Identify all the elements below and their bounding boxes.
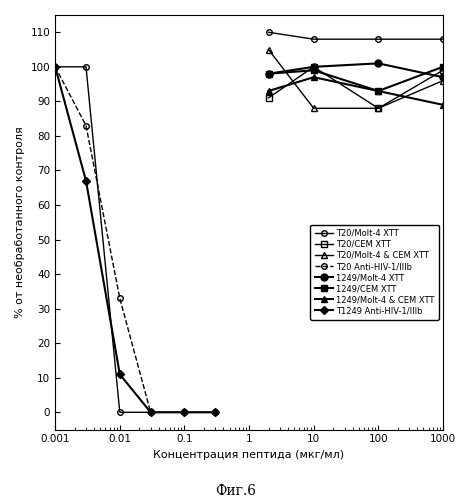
T1249 Anti-HIV-1/IIIb — [52, 64, 58, 70]
T20/Molt-4 XTT — [117, 410, 122, 416]
T20/Molt-4 & CEM XTT — [375, 106, 381, 112]
T20/CEM XTT — [266, 95, 271, 101]
T20/Molt-4 & CEM XTT — [266, 46, 271, 52]
Line: T20 Anti-HIV-1/IIIb: T20 Anti-HIV-1/IIIb — [52, 64, 218, 415]
T20 Anti-HIV-1/IIIb — [83, 122, 89, 128]
T20/CEM XTT — [375, 106, 381, 112]
T20 Anti-HIV-1/IIIb — [117, 296, 122, 302]
1249/Molt-4 & CEM XTT — [266, 88, 271, 94]
T1249 Anti-HIV-1/IIIb — [212, 410, 218, 416]
Line: T1249 Anti-HIV-1/IIIb: T1249 Anti-HIV-1/IIIb — [52, 64, 218, 415]
1249/Molt-4 XTT — [266, 70, 271, 76]
1249/CEM XTT — [440, 64, 446, 70]
Line: 1249/Molt-4 XTT: 1249/Molt-4 XTT — [265, 60, 447, 80]
T20/Molt-4 XTT — [375, 36, 381, 42]
T20/Molt-4 XTT — [212, 410, 218, 416]
Legend: T20/Molt-4 XTT, T20/CEM XTT, T20/Molt-4 & CEM XTT, T20 Anti-HIV-1/IIIb, 1249/Mol: T20/Molt-4 XTT, T20/CEM XTT, T20/Molt-4 … — [310, 224, 439, 320]
T20/Molt-4 XTT — [83, 64, 89, 70]
T20/Molt-4 XTT — [52, 64, 58, 70]
T20 Anti-HIV-1/IIIb — [182, 410, 187, 416]
Text: Фиг.6: Фиг.6 — [215, 484, 256, 498]
T20/CEM XTT — [440, 68, 446, 73]
T1249 Anti-HIV-1/IIIb — [83, 178, 89, 184]
1249/Molt-4 XTT — [375, 60, 381, 66]
Line: T20/CEM XTT: T20/CEM XTT — [266, 64, 446, 111]
1249/CEM XTT — [311, 68, 317, 73]
T1249 Anti-HIV-1/IIIb — [117, 372, 122, 378]
1249/CEM XTT — [266, 70, 271, 76]
T20/Molt-4 XTT — [440, 36, 446, 42]
T20/Molt-4 XTT — [266, 30, 271, 36]
Line: T20/Molt-4 & CEM XTT: T20/Molt-4 & CEM XTT — [266, 47, 446, 111]
Line: T20/Molt-4 XTT: T20/Molt-4 XTT — [52, 30, 446, 415]
1249/Molt-4 XTT — [311, 64, 317, 70]
T1249 Anti-HIV-1/IIIb — [182, 410, 187, 416]
Line: 1249/Molt-4 & CEM XTT: 1249/Molt-4 & CEM XTT — [265, 74, 447, 108]
T1249 Anti-HIV-1/IIIb — [148, 410, 154, 416]
T20/Molt-4 & CEM XTT — [311, 106, 317, 112]
1249/Molt-4 & CEM XTT — [440, 102, 446, 108]
T20/Molt-4 XTT — [311, 36, 317, 42]
T20 Anti-HIV-1/IIIb — [52, 64, 58, 70]
1249/Molt-4 XTT — [440, 74, 446, 80]
1249/Molt-4 & CEM XTT — [375, 88, 381, 94]
T20/Molt-4 & CEM XTT — [440, 78, 446, 84]
T20/Molt-4 XTT — [148, 410, 154, 416]
T20/Molt-4 XTT — [182, 410, 187, 416]
T20/CEM XTT — [311, 64, 317, 70]
X-axis label: Концентрация пептида (мкг/мл): Концентрация пептида (мкг/мл) — [154, 450, 345, 460]
1249/CEM XTT — [375, 88, 381, 94]
T20 Anti-HIV-1/IIIb — [148, 410, 154, 416]
Line: 1249/CEM XTT: 1249/CEM XTT — [265, 64, 447, 94]
1249/Molt-4 & CEM XTT — [311, 74, 317, 80]
T20 Anti-HIV-1/IIIb — [212, 410, 218, 416]
Y-axis label: % от необработанного контроля: % от необработанного контроля — [15, 126, 25, 318]
